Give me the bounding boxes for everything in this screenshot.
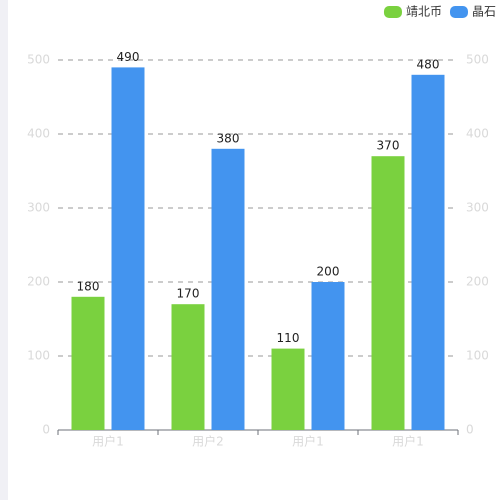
y-tick-label: 200 xyxy=(27,275,50,289)
y2-tick-label: 500 xyxy=(466,53,489,67)
y2-tick-label: 100 xyxy=(466,349,489,363)
x-tick-label: 用户1 xyxy=(92,434,124,449)
y-tick-label: 300 xyxy=(27,201,50,215)
bar xyxy=(171,304,205,430)
value-label: 380 xyxy=(217,131,240,145)
bar xyxy=(371,156,405,430)
y2-tick-label: 400 xyxy=(466,127,489,141)
y-tick-label: 500 xyxy=(27,53,50,67)
y-tick-label: 0 xyxy=(42,423,50,437)
legend-label: 靖北币 xyxy=(406,5,442,19)
value-label: 180 xyxy=(77,279,100,293)
y2-tick-label: 300 xyxy=(466,201,489,215)
y2-tick-label: 0 xyxy=(466,423,474,437)
bar xyxy=(71,296,105,430)
bar xyxy=(111,67,145,431)
x-tick-label: 用户1 xyxy=(392,434,424,449)
side-strip xyxy=(0,0,8,500)
x-tick-label: 用户2 xyxy=(192,434,224,449)
y-tick-label: 100 xyxy=(27,349,50,363)
bar xyxy=(271,348,305,430)
legend-swatch xyxy=(383,6,402,18)
value-label: 110 xyxy=(277,331,300,345)
bar xyxy=(211,148,245,431)
value-label: 170 xyxy=(177,287,200,301)
value-label: 200 xyxy=(317,265,340,279)
bar xyxy=(411,74,445,431)
legend-label: 晶石 xyxy=(472,5,496,19)
value-label: 370 xyxy=(377,139,400,153)
y-tick-label: 400 xyxy=(27,127,50,141)
legend-swatch xyxy=(449,6,468,18)
bar xyxy=(311,282,345,430)
x-tick-label: 用户1 xyxy=(292,434,324,449)
value-label: 480 xyxy=(417,57,440,71)
value-label: 490 xyxy=(117,50,140,64)
y2-tick-label: 200 xyxy=(466,275,489,289)
